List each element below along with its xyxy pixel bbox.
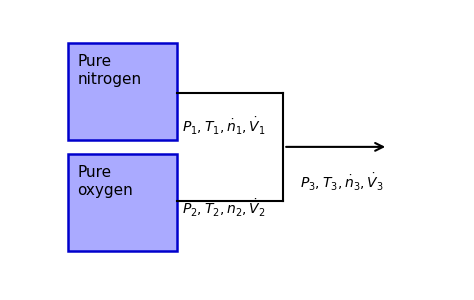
FancyBboxPatch shape	[68, 154, 177, 251]
Text: $P_3, T_3, \dot{n}_3, \dot{V}_3$: $P_3, T_3, \dot{n}_3, \dot{V}_3$	[300, 172, 384, 194]
Text: $P_1, T_1, \dot{n}_1, \dot{V}_1$: $P_1, T_1, \dot{n}_1, \dot{V}_1$	[182, 116, 266, 137]
FancyBboxPatch shape	[68, 43, 177, 140]
Text: $P_2, T_2, \dot{n}_2, \dot{V}_2$: $P_2, T_2, \dot{n}_2, \dot{V}_2$	[182, 198, 266, 219]
Text: Pure
nitrogen: Pure nitrogen	[78, 55, 142, 87]
Text: Pure
oxygen: Pure oxygen	[78, 165, 133, 198]
